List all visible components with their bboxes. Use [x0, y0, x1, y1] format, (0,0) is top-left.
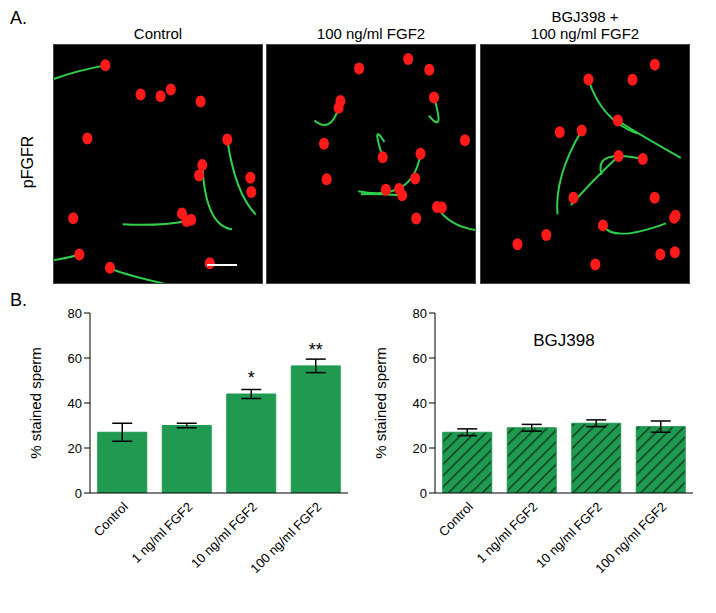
html-text:Control: Control	[133, 25, 183, 42]
svg-text:80: 80	[413, 306, 427, 321]
svg-text:100 ng/ml FGF2: 100 ng/ml FGF2	[592, 499, 669, 576]
svg-text:10 ng/ml FGF2: 10 ng/ml FGF2	[533, 499, 605, 571]
html-text:B.: B.	[10, 290, 27, 310]
svg-text:40: 40	[68, 396, 82, 411]
svg-text:0: 0	[75, 486, 82, 501]
svg-text:20: 20	[68, 441, 82, 456]
svg-text:% stained sperm: % stained sperm	[372, 347, 389, 459]
svg-text:*: *	[248, 368, 255, 388]
svg-text:1 ng/ml FGF2: 1 ng/ml FGF2	[129, 499, 196, 566]
svg-text:80: 80	[68, 306, 82, 321]
svg-text:20: 20	[413, 441, 427, 456]
html-text:100 ng/ml FGF2: 100 ng/ml FGF2	[316, 25, 426, 42]
svg-text:60: 60	[413, 351, 427, 366]
html-text:pFGFR: pFGFR	[19, 135, 36, 189]
html-text:BGJ398 +: BGJ398 +	[551, 8, 619, 25]
svg-text:Control: Control	[91, 499, 131, 539]
svg-text:Control: Control	[436, 499, 476, 539]
svg-text:100 ng/ml FGF2: 100 ng/ml FGF2	[247, 499, 324, 576]
html-text:BGJ398: BGJ398	[533, 331, 595, 350]
svg-text:0: 0	[420, 486, 427, 501]
svg-text:60: 60	[68, 351, 82, 366]
svg-text:1 ng/ml FGF2: 1 ng/ml FGF2	[474, 499, 541, 566]
svg-text:% stained sperm: % stained sperm	[27, 347, 44, 459]
html-text:100 ng/ml FGF2: 100 ng/ml FGF2	[530, 25, 640, 42]
svg-text:**: **	[309, 340, 323, 360]
svg-text:40: 40	[413, 396, 427, 411]
html-text:A.: A.	[10, 8, 27, 28]
svg-text:10 ng/ml FGF2: 10 ng/ml FGF2	[188, 499, 260, 571]
